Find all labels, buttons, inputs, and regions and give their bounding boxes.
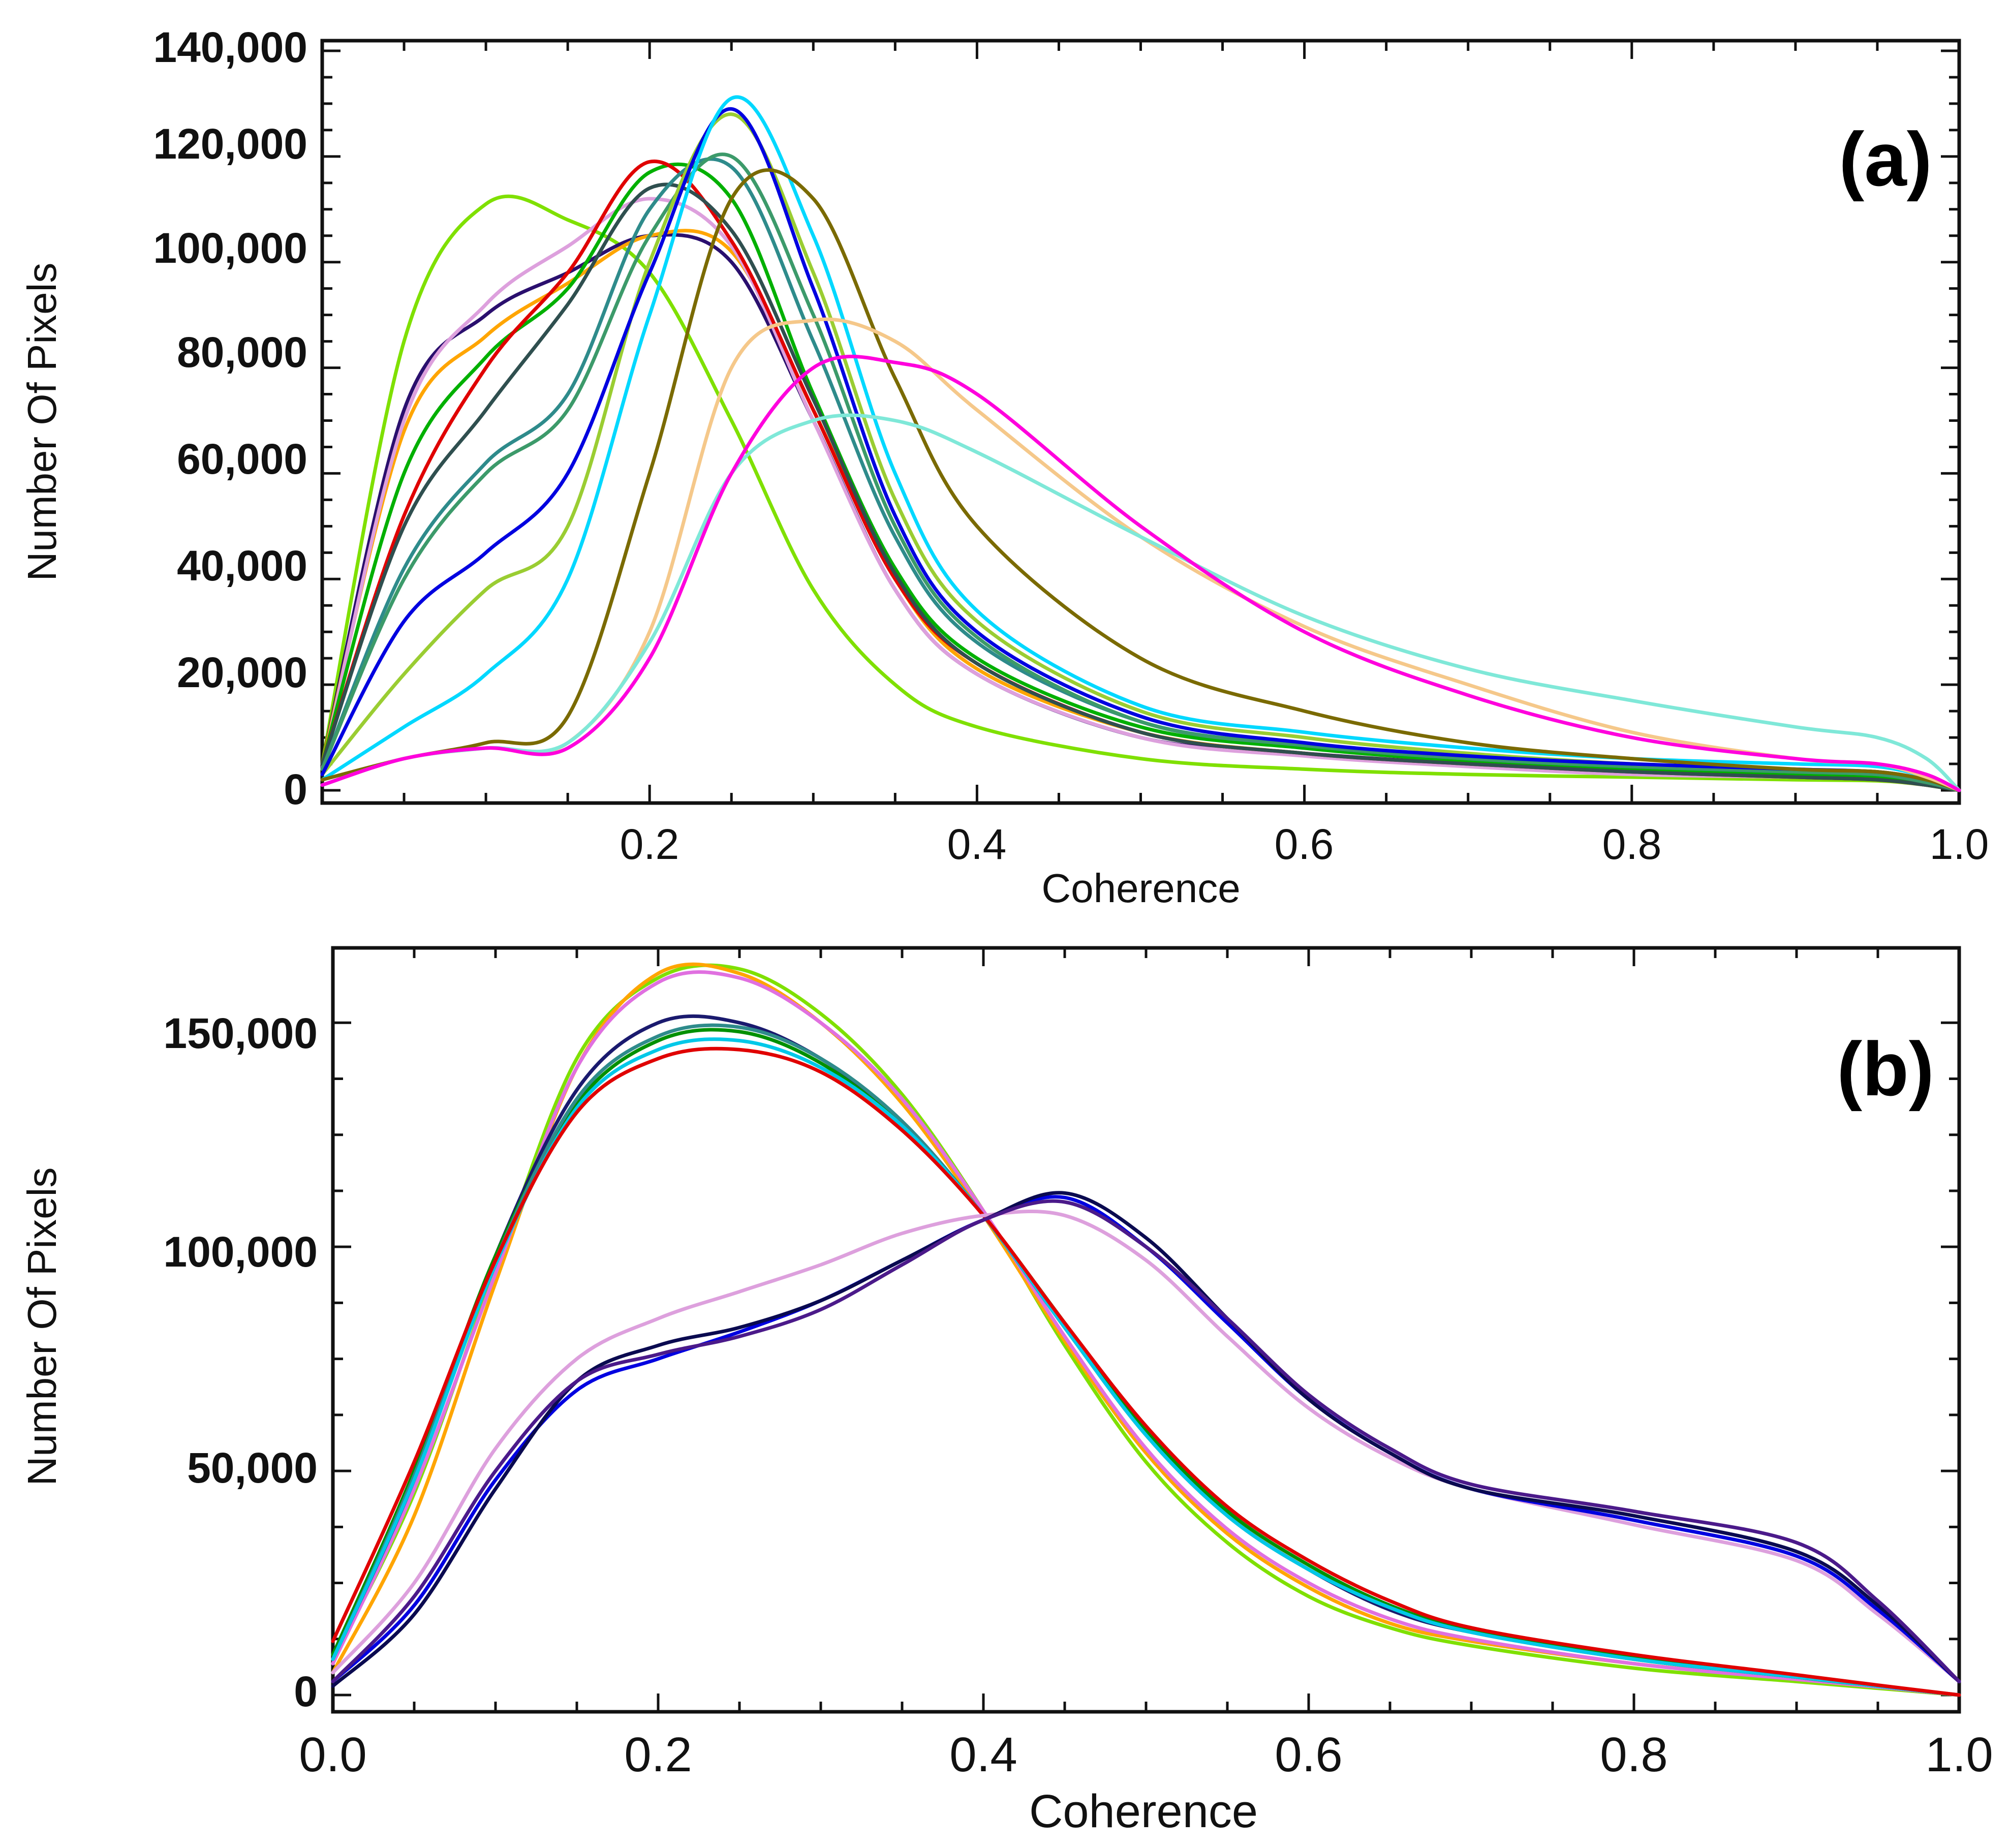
y-tick-label: 40,000 bbox=[177, 542, 307, 590]
x-tick-label: 0.2 bbox=[624, 1728, 692, 1782]
y-tick-label: 120,000 bbox=[153, 120, 307, 168]
y-tick-label: 20,000 bbox=[177, 649, 307, 696]
y-tick-labels-b: 0 50,000 100,000 150,000 bbox=[163, 1009, 318, 1715]
ticks-b bbox=[331, 948, 1961, 1712]
x-tick-label: 0.6 bbox=[1275, 820, 1334, 868]
series-line-sea-green bbox=[320, 152, 1961, 792]
series-line-blue bbox=[320, 107, 1961, 792]
series-line-magenta bbox=[320, 354, 1961, 792]
x-tick-label: 1.0 bbox=[1925, 1728, 1993, 1782]
x-tick-labels-a: 0.2 0.4 0.6 0.8 1.0 bbox=[620, 820, 1989, 868]
y-axis-title-b: Number Of Pixels bbox=[19, 1167, 65, 1486]
y-tick-label: 0 bbox=[294, 1668, 318, 1715]
ticks-a bbox=[321, 41, 1961, 803]
x-tick-label: 0.6 bbox=[1275, 1728, 1342, 1782]
panel-label-a: (a) bbox=[1839, 116, 1932, 202]
x-tick-label: 0.4 bbox=[947, 820, 1007, 868]
x-axis-title-a: Coherence bbox=[1041, 866, 1240, 911]
x-tick-label: 0.0 bbox=[299, 1728, 366, 1782]
y-tick-label: 140,000 bbox=[153, 23, 307, 71]
series-line-aquamarine bbox=[320, 413, 1961, 792]
y-tick-label: 100,000 bbox=[163, 1228, 318, 1276]
y-tick-label: 50,000 bbox=[187, 1444, 318, 1492]
series-line-blue bbox=[331, 1195, 1961, 1683]
series-line-dark-navy bbox=[331, 1191, 1961, 1688]
y-tick-labels-a: 0 20,000 40,000 60,000 80,000 100,000 12… bbox=[153, 23, 307, 813]
x-tick-labels-b: 0.0 0.2 0.4 0.6 0.8 1.0 bbox=[299, 1728, 1993, 1782]
chart-panel-a: 0 20,000 40,000 60,000 80,000 100,000 12… bbox=[19, 23, 1989, 911]
x-tick-label: 0.4 bbox=[949, 1728, 1017, 1782]
series-line-purple bbox=[331, 1199, 1961, 1683]
x-tick-label: 0.2 bbox=[620, 820, 679, 868]
series-line-dark-slate bbox=[320, 182, 1961, 792]
x-tick-label: 0.8 bbox=[1602, 820, 1662, 868]
y-axis-title-a: Number Of Pixels bbox=[19, 263, 65, 581]
x-tick-label: 1.0 bbox=[1930, 820, 1989, 868]
series-line-olive bbox=[320, 168, 1961, 792]
x-tick-label: 0.8 bbox=[1600, 1728, 1667, 1782]
series-line-cyan bbox=[320, 95, 1961, 792]
chart-panel-b: 0 50,000 100,000 150,000 0.0 0.2 0.4 0.6… bbox=[19, 946, 1993, 1837]
y-tick-label: 150,000 bbox=[163, 1009, 318, 1057]
series-line-red bbox=[331, 1046, 1961, 1697]
y-tick-label: 100,000 bbox=[153, 224, 307, 272]
series-group-b bbox=[331, 962, 1961, 1697]
panel-label-b: (b) bbox=[1837, 1026, 1934, 1112]
series-line-chartreuse bbox=[320, 194, 1961, 792]
y-tick-label: 60,000 bbox=[177, 435, 307, 483]
series-group-a bbox=[320, 95, 1961, 792]
y-tick-label: 80,000 bbox=[177, 328, 307, 376]
y-tick-label: 0 bbox=[284, 765, 307, 813]
x-axis-title-b: Coherence bbox=[1029, 1785, 1258, 1837]
series-line-green bbox=[320, 162, 1961, 792]
series-line-plum bbox=[331, 1209, 1961, 1683]
